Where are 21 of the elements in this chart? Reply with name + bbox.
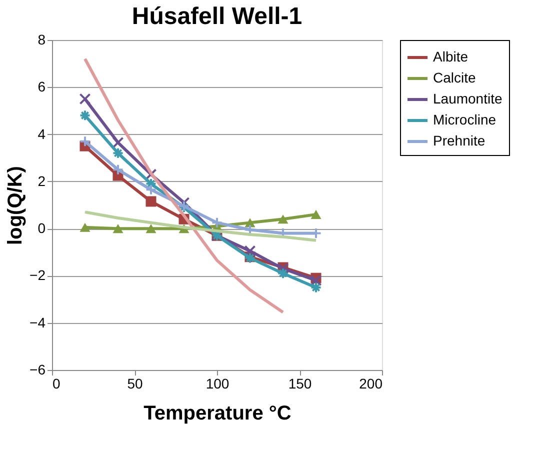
legend-label: Prehnite xyxy=(433,132,486,148)
x-tick-label: 0 xyxy=(52,376,60,392)
x-tick-label: 200 xyxy=(359,376,383,392)
legend-label: Calcite xyxy=(433,70,476,86)
y-tick-label: 2 xyxy=(38,172,46,189)
y-tick-label: 0 xyxy=(38,220,46,236)
y-tick-label: −6 xyxy=(30,362,46,378)
legend-label: Microcline xyxy=(433,112,496,128)
y-tick-label: 4 xyxy=(38,126,46,142)
y-tick-label: 6 xyxy=(38,78,46,95)
x-tick-label: 50 xyxy=(127,376,143,392)
chart-title: Húsafell Well-1 xyxy=(132,3,302,30)
y-axis-title: log(Q/K) xyxy=(4,166,27,245)
legend-label: Laumontite xyxy=(433,90,502,106)
y-tick-label: 8 xyxy=(38,32,46,48)
legend-label: Albite xyxy=(433,48,468,64)
x-tick-label: 150 xyxy=(288,376,312,392)
y-tick-label: −4 xyxy=(30,314,46,330)
x-axis-title: Temperature °C xyxy=(144,402,292,424)
x-tick-label: 100 xyxy=(206,376,230,392)
y-tick-label: −2 xyxy=(30,267,46,284)
